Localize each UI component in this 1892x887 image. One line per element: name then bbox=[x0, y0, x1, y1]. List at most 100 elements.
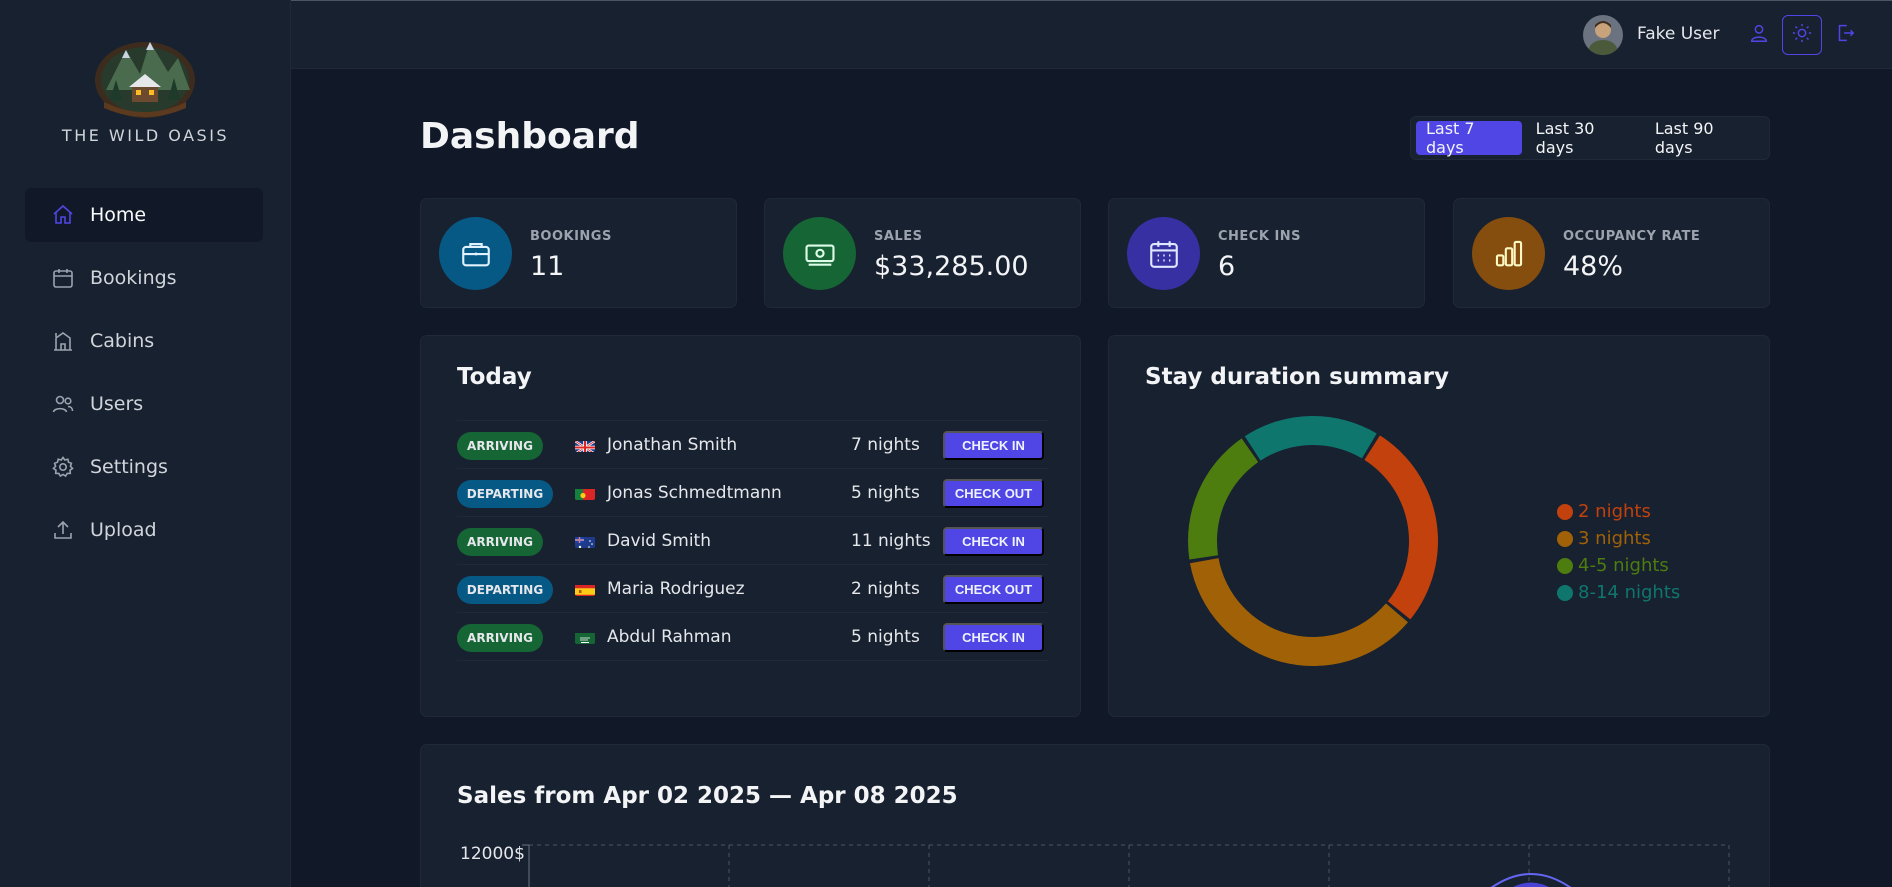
sidebar-nav: Home Bookings Cabins Users Settings bbox=[25, 188, 263, 566]
legend-item-8-14-nights: 8-14 nights bbox=[1557, 579, 1680, 606]
sidebar: THE WILD OASIS Home Bookings Cabins User… bbox=[0, 0, 291, 887]
flag-sa-icon bbox=[575, 631, 595, 644]
guest-name: Jonas Schmedtmann bbox=[607, 483, 782, 503]
sales-card: Sales from Apr 02 2025 — Apr 08 2025 120… bbox=[420, 744, 1770, 887]
sidebar-item-label: Settings bbox=[90, 456, 168, 478]
list-item: DEPARTING Jonas Schmedtmann 5 nights CHE… bbox=[457, 469, 1049, 517]
legend-item-2-nights: 2 nights bbox=[1557, 498, 1680, 525]
legend-dot bbox=[1557, 557, 1573, 574]
legend-dot bbox=[1557, 503, 1573, 520]
stat-value: $33,285.00 bbox=[874, 251, 1029, 282]
stat-label: BOOKINGS bbox=[530, 229, 612, 244]
sidebar-item-label: Home bbox=[90, 204, 147, 226]
theme-toggle-button[interactable] bbox=[1782, 15, 1822, 55]
sidebar-item-label: Bookings bbox=[90, 267, 177, 289]
flag-au-icon bbox=[575, 535, 595, 548]
flag-es-icon bbox=[575, 583, 595, 596]
sidebar-item-label: Cabins bbox=[90, 330, 155, 352]
status-badge: ARRIVING bbox=[457, 624, 543, 652]
sales-chart bbox=[522, 844, 1730, 887]
sales-line bbox=[1490, 873, 1572, 887]
sales-area bbox=[1513, 882, 1549, 887]
check-out-button[interactable]: CHECK OUT bbox=[943, 479, 1044, 508]
stat-label: CHECK INS bbox=[1218, 229, 1302, 244]
flag-gb-icon bbox=[575, 439, 595, 452]
donut-slice-3-nights bbox=[1189, 558, 1408, 666]
status-badge: DEPARTING bbox=[457, 576, 553, 604]
guest-name: Abdul Rahman bbox=[607, 627, 732, 647]
sidebar-item-bookings[interactable]: Bookings bbox=[25, 251, 263, 305]
donut-slice-8-14-nights bbox=[1244, 416, 1377, 461]
sidebar-item-label: Upload bbox=[90, 519, 157, 541]
stay-duration-donut bbox=[1188, 416, 1438, 666]
sun-icon bbox=[1791, 22, 1813, 48]
sidebar-item-users[interactable]: Users bbox=[25, 377, 263, 431]
calendar-days-icon bbox=[1127, 217, 1200, 290]
user-name: Fake User bbox=[1637, 24, 1720, 44]
filter-last-30-days[interactable]: Last 30 days bbox=[1535, 119, 1595, 157]
chart-bar-icon bbox=[1472, 217, 1545, 290]
app-name: THE WILD OASIS bbox=[61, 126, 230, 145]
sidebar-item-settings[interactable]: Settings bbox=[25, 440, 263, 494]
calendar-icon bbox=[51, 266, 75, 290]
logo bbox=[92, 28, 198, 120]
stay-nights: 5 nights bbox=[851, 627, 920, 647]
y-axis-tick-label: 12000$ bbox=[460, 844, 525, 864]
users-icon bbox=[51, 392, 75, 416]
sales-title: Sales from Apr 02 2025 — Apr 08 2025 bbox=[457, 783, 958, 809]
donut-slice-2-nights bbox=[1364, 435, 1438, 620]
status-badge: DEPARTING bbox=[457, 480, 553, 508]
user-icon bbox=[1748, 22, 1770, 48]
legend-label: 8-14 nights bbox=[1578, 582, 1681, 603]
avatar bbox=[1583, 15, 1623, 55]
stay-nights: 5 nights bbox=[851, 483, 920, 503]
today-list: ARRIVING Jonathan Smith 7 nights CHECK I… bbox=[457, 420, 1049, 661]
legend-item-4-5-nights: 4-5 nights bbox=[1557, 552, 1680, 579]
sidebar-item-cabins[interactable]: Cabins bbox=[25, 314, 263, 368]
banknotes-icon bbox=[783, 217, 856, 290]
upload-icon bbox=[51, 518, 75, 542]
cabin-icon bbox=[51, 329, 75, 353]
filter-last-90-days[interactable]: Last 90 days bbox=[1654, 119, 1714, 157]
donut-slice-4-5-nights bbox=[1188, 438, 1259, 560]
filter-last-7-days[interactable]: Last 7 days bbox=[1416, 119, 1522, 157]
sidebar-item-upload[interactable]: Upload bbox=[25, 503, 263, 557]
check-in-button[interactable]: CHECK IN bbox=[943, 527, 1044, 556]
stat-label: SALES bbox=[874, 229, 923, 244]
gear-icon bbox=[51, 455, 75, 479]
sidebar-item-home[interactable]: Home bbox=[25, 188, 263, 242]
sidebar-item-label: Users bbox=[90, 393, 144, 415]
legend-dot bbox=[1557, 584, 1573, 601]
stat-check-ins: CHECK INS 6 bbox=[1108, 198, 1425, 308]
check-in-button[interactable]: CHECK IN bbox=[943, 431, 1044, 460]
legend-dot bbox=[1557, 530, 1573, 547]
stat-occupancy-rate: OCCUPANCY RATE 48% bbox=[1453, 198, 1770, 308]
list-item: ARRIVING David Smith 11 nights CHECK IN bbox=[457, 517, 1049, 565]
logout-icon bbox=[1834, 22, 1856, 48]
flag-pt-icon bbox=[575, 487, 595, 500]
list-item: DEPARTING Maria Rodriguez 2 nights CHECK… bbox=[457, 565, 1049, 613]
account-button[interactable] bbox=[1739, 15, 1779, 55]
chart-legend: 2 nights 3 nights 4-5 nights 8-14 nights bbox=[1557, 498, 1680, 606]
legend-label: 3 nights bbox=[1578, 528, 1651, 549]
legend-label: 2 nights bbox=[1578, 501, 1651, 522]
check-in-button[interactable]: CHECK IN bbox=[943, 623, 1044, 652]
stat-bookings: BOOKINGS 11 bbox=[420, 198, 737, 308]
legend-item-3-nights: 3 nights bbox=[1557, 525, 1680, 552]
check-out-button[interactable]: CHECK OUT bbox=[943, 575, 1044, 604]
status-badge: ARRIVING bbox=[457, 432, 543, 460]
list-item: ARRIVING Abdul Rahman 5 nights CHECK IN bbox=[457, 613, 1049, 661]
stat-sales: SALES $33,285.00 bbox=[764, 198, 1081, 308]
logout-button[interactable] bbox=[1825, 15, 1865, 55]
stay-nights: 7 nights bbox=[851, 435, 920, 455]
guest-name: Jonathan Smith bbox=[607, 435, 738, 455]
stat-label: OCCUPANCY RATE bbox=[1563, 229, 1701, 244]
guest-name: Maria Rodriguez bbox=[607, 579, 745, 599]
status-badge: ARRIVING bbox=[457, 528, 543, 556]
stay-nights: 11 nights bbox=[851, 531, 931, 551]
chart-title: Stay duration summary bbox=[1145, 364, 1449, 390]
home-icon bbox=[51, 203, 75, 227]
today-title: Today bbox=[457, 364, 532, 390]
top-header: Fake User bbox=[291, 1, 1892, 69]
stat-value: 6 bbox=[1218, 251, 1236, 282]
